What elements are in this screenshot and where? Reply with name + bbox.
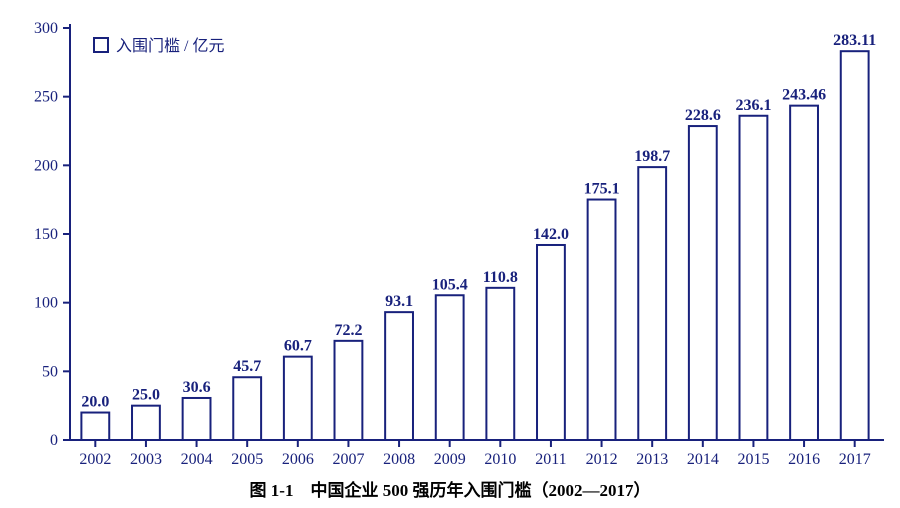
y-tick-label: 100: [34, 295, 58, 312]
bar: [335, 341, 363, 440]
bar-value-label: 228.6: [685, 107, 721, 124]
x-tick-label: 2005: [231, 451, 263, 468]
legend-label: 入围门槛 / 亿元: [116, 37, 224, 55]
x-tick-label: 2004: [181, 451, 213, 468]
bar: [284, 357, 312, 440]
bar-value-label: 20.0: [81, 394, 109, 411]
x-tick-label: 2016: [788, 451, 820, 468]
x-tick-label: 2003: [130, 451, 162, 468]
bar: [81, 413, 109, 440]
x-tick-label: 2015: [737, 451, 769, 468]
bar-value-label: 45.7: [233, 358, 261, 375]
x-tick-label: 2007: [332, 451, 364, 468]
bar: [132, 406, 160, 440]
x-tick-label: 2009: [434, 451, 466, 468]
bar: [385, 312, 413, 440]
bar: [790, 106, 818, 440]
bar-value-label: 198.7: [634, 148, 670, 165]
y-tick-label: 200: [34, 157, 58, 174]
bar: [588, 200, 616, 440]
bar: [486, 288, 514, 440]
x-tick-label: 2006: [282, 451, 314, 468]
bar: [638, 167, 666, 440]
y-tick-label: 50: [42, 363, 58, 380]
bar-value-label: 30.6: [183, 379, 211, 396]
x-tick-label: 2012: [586, 451, 618, 468]
y-tick-label: 250: [34, 89, 58, 106]
bar-value-label: 25.0: [132, 387, 160, 404]
bar-value-label: 110.8: [483, 269, 518, 286]
y-tick-label: 0: [50, 432, 58, 449]
x-tick-label: 2002: [79, 451, 111, 468]
bar: [537, 245, 565, 440]
bar-value-label: 72.2: [334, 322, 362, 339]
x-tick-label: 2008: [383, 451, 415, 468]
bar: [183, 398, 211, 440]
bar: [689, 126, 717, 440]
chart-container: 0 50 100 150 200 250 300 20.0 2002 25.0 2003 30.6 20…: [0, 0, 900, 508]
bar: [740, 116, 768, 440]
bar-value-label: 142.0: [533, 226, 569, 243]
x-tick-label: 2013: [636, 451, 668, 468]
x-tick-label: 2017: [839, 451, 871, 468]
bar-value-label: 283.11: [833, 32, 876, 49]
y-tick-label: 300: [34, 20, 58, 37]
y-tick-label: 150: [34, 226, 58, 243]
x-tick-label: 2011: [535, 451, 566, 468]
bar: [233, 377, 261, 440]
bar-value-label: 60.7: [284, 338, 312, 355]
bar-value-label: 243.46: [782, 87, 826, 104]
bar-chart: 0 50 100 150 200 250 300 20.0 2002 25.0 2003 30.6 20…: [0, 0, 900, 470]
x-tick-label: 2010: [484, 451, 516, 468]
bar-value-label: 105.4: [432, 276, 468, 293]
chart-caption: 图 1-1 中国企业 500 强历年入围门槛（2002—2017）: [0, 476, 900, 501]
bar-value-label: 236.1: [735, 97, 771, 114]
bar: [436, 295, 464, 440]
x-tick-label: 2014: [687, 451, 719, 468]
bar-value-label: 93.1: [385, 293, 413, 310]
legend-marker: [94, 38, 108, 52]
bar-value-label: 175.1: [584, 181, 620, 198]
bar: [841, 51, 869, 440]
